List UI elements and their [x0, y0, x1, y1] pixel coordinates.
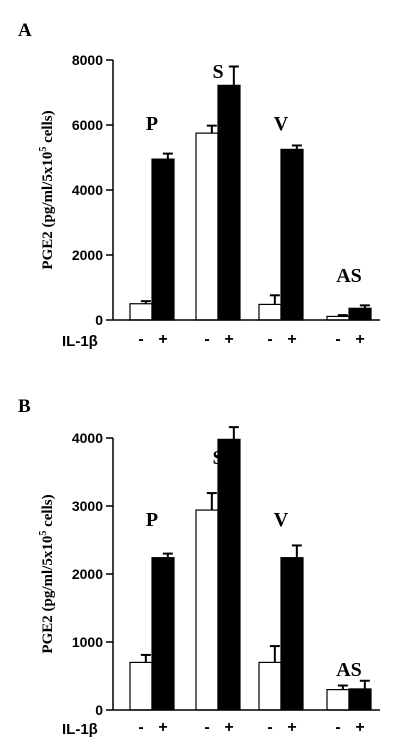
- y-axis-label: PGE2 (pg/ml/5x105 cells): [38, 110, 56, 269]
- treatment-label: IL-1β: [62, 721, 98, 738]
- y-tick-label: 4000: [72, 430, 103, 446]
- bar: [195, 509, 219, 711]
- treatment-sign: +: [224, 331, 233, 348]
- group-label: P: [146, 113, 158, 135]
- bar: [217, 438, 241, 711]
- treatment-label: IL-1β: [62, 333, 98, 350]
- treatment-sign: -: [335, 331, 340, 348]
- group-label: S: [212, 61, 223, 83]
- bar: [258, 661, 282, 711]
- treatment-sign: -: [267, 331, 272, 348]
- y-tick-label: 0: [95, 312, 103, 328]
- bar: [129, 661, 153, 711]
- bar: [195, 132, 219, 321]
- bar: [217, 84, 241, 321]
- treatment-sign: +: [355, 331, 364, 348]
- y-tick-label: 2000: [72, 247, 103, 263]
- treatment-sign: +: [158, 331, 167, 348]
- treatment-sign: -: [267, 719, 272, 736]
- treatment-sign: +: [355, 719, 364, 736]
- chart-panel-b: B 0 1000 2000 3000 4000 PGE2 (pg/ml/5x105 cell…: [18, 396, 380, 738]
- y-tick-label: 1000: [72, 634, 103, 650]
- treatment-sign: -: [335, 719, 340, 736]
- y-tick-label: 2000: [72, 566, 103, 582]
- group-label: AS: [336, 659, 362, 681]
- bar: [151, 158, 175, 321]
- y-axis-label: PGE2 (pg/ml/5x105 cells): [38, 494, 56, 653]
- bar: [348, 688, 372, 711]
- group-label: S: [212, 447, 223, 469]
- treatment-sign: -: [138, 719, 143, 736]
- bar: [151, 557, 175, 711]
- group-label: V: [274, 113, 289, 135]
- bar: [280, 557, 304, 711]
- treatment-sign: -: [138, 331, 143, 348]
- y-tick-label: 4000: [72, 182, 103, 198]
- y-tick-label: 6000: [72, 117, 103, 133]
- bar: [326, 688, 350, 711]
- treatment-sign: -: [204, 331, 209, 348]
- panel-letter: A: [18, 20, 32, 41]
- treatment-sign: -: [204, 719, 209, 736]
- chart-panel-a: A 0 2000 4000 6000 8000 PGE2 (pg/ml/5x105 cell…: [18, 20, 380, 350]
- bar: [348, 307, 372, 321]
- y-tick-label: 3000: [72, 498, 103, 514]
- group-label: V: [274, 509, 289, 531]
- y-tick-label: 8000: [72, 52, 103, 68]
- treatment-sign: +: [287, 719, 296, 736]
- bar: [129, 303, 153, 321]
- group-label: AS: [336, 265, 362, 287]
- treatment-sign: +: [224, 719, 233, 736]
- treatment-sign: +: [158, 719, 167, 736]
- bar: [258, 303, 282, 321]
- group-label: P: [146, 509, 158, 531]
- bar: [280, 148, 304, 321]
- treatment-sign: +: [287, 331, 296, 348]
- y-tick-label: 0: [95, 702, 103, 718]
- panel-letter: B: [18, 396, 31, 417]
